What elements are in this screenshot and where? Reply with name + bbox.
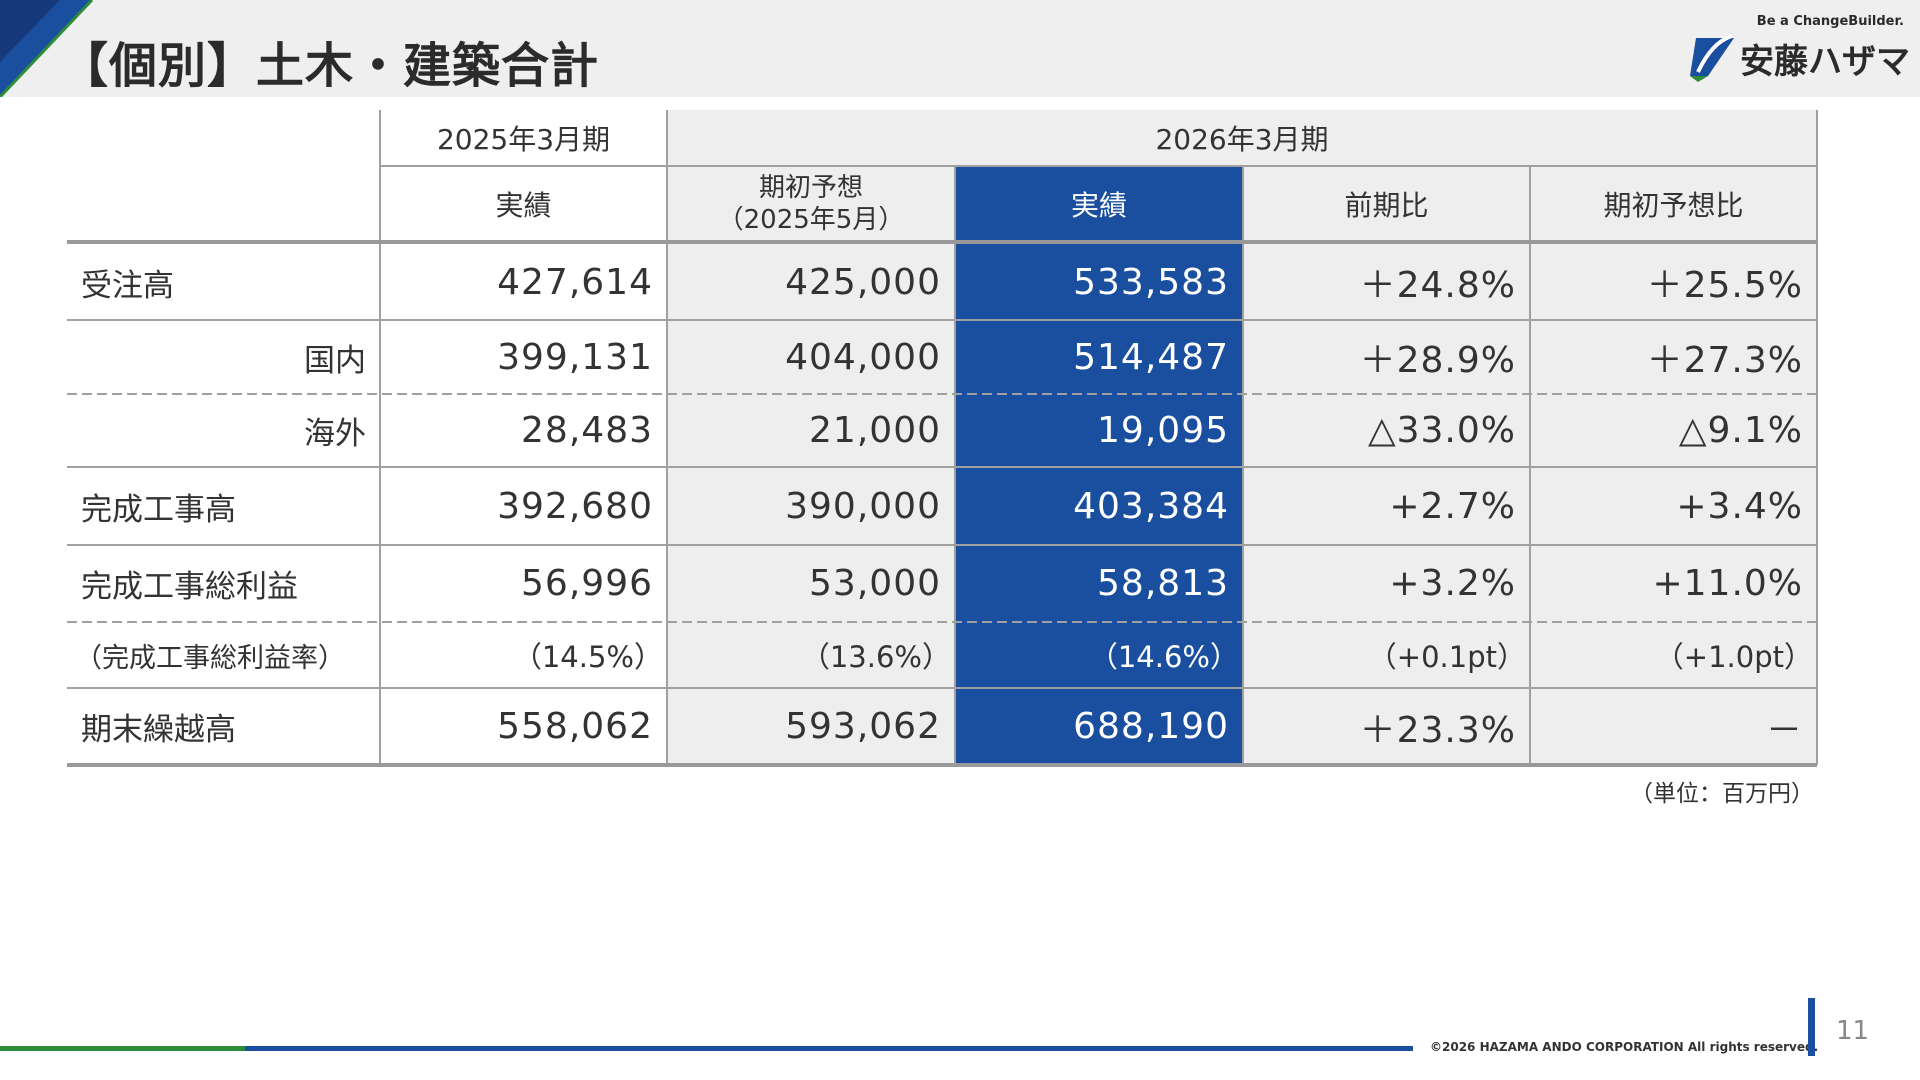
row-label-completed-works: 完成工事高 (81, 491, 236, 528)
cell-gross-margin-forecast: （13.6%） (800, 640, 951, 674)
cell-domestic-prev: 399,131 (497, 336, 653, 378)
cell-completed-works-yoy: +2.7% (1389, 485, 1516, 527)
row-label-gross-margin: （完成工事総利益率） (75, 642, 345, 674)
header-bar (0, 0, 1920, 97)
header-forecast-line2: （2025年5月） (717, 205, 905, 235)
prev-header-bg (380, 110, 667, 242)
row-label-overseas: 海外 (304, 416, 366, 452)
company-logo: Be a ChangeBuilder. 安藤ハザマ (1688, 14, 1910, 84)
cell-orders-forecast: 425,000 (785, 261, 941, 303)
cell-completed-works-actual: 403,384 (1073, 485, 1229, 527)
cell-gross-margin-yoy: （+0.1pt） (1367, 640, 1526, 674)
cell-backlog-actual: 688,190 (1073, 706, 1229, 747)
logo-mark-icon (1690, 34, 1734, 82)
copyright: ©2026 HAZAMA ANDO CORPORATION All rights… (1430, 1040, 1819, 1054)
cell-completed-works-prev: 392,680 (497, 485, 653, 527)
page-number-bar (1808, 998, 1815, 1056)
footer-line-green (0, 1046, 245, 1051)
cell-overseas-yoy: △33.0% (1367, 410, 1516, 451)
cell-overseas-vs-forecast: △9.1% (1678, 410, 1803, 451)
header-vs-forecast: 期初予想比 (1603, 189, 1744, 222)
logo-name: 安藤ハザマ (1740, 42, 1910, 82)
logo-tagline: Be a ChangeBuilder. (1756, 14, 1904, 29)
header-forecast: 期初予想 （2025年5月） (667, 166, 955, 242)
header-forecast-line1: 期初予想 (758, 173, 863, 203)
cell-domestic-forecast: 404,000 (785, 336, 941, 378)
cell-orders-vs-forecast: ＋25.5% (1646, 265, 1803, 306)
row-label-backlog: 期末繰越高 (81, 712, 236, 748)
cell-backlog-prev: 558,062 (497, 706, 653, 747)
cell-domestic-yoy: ＋28.9% (1359, 340, 1516, 381)
page-number: 11 (1836, 1016, 1870, 1046)
row-label-domestic: 国内 (304, 342, 366, 379)
highlight-column-bg (955, 166, 1243, 765)
cell-completed-works-vs-forecast: +3.4% (1676, 485, 1803, 527)
cell-backlog-forecast: 593,062 (785, 706, 941, 747)
footer-line-blue (245, 1046, 1413, 1051)
row-label-gross-profit: 完成工事総利益 (81, 569, 298, 605)
cell-backlog-yoy: ＋23.3% (1359, 709, 1516, 751)
cell-overseas-actual: 19,095 (1097, 410, 1229, 451)
cell-overseas-forecast: 21,000 (809, 410, 941, 451)
header-period-curr: 2026年3月期 (1155, 123, 1329, 156)
cell-gross-profit-forecast: 53,000 (809, 563, 941, 604)
cell-orders-yoy: ＋24.8% (1359, 265, 1516, 306)
cell-gross-margin-vs-forecast: （+1.0pt） (1654, 640, 1813, 674)
cell-overseas-prev: 28,483 (521, 410, 653, 451)
row-label-orders: 受注高 (81, 267, 174, 304)
cell-completed-works-forecast: 390,000 (785, 485, 941, 527)
cell-orders-actual: 533,583 (1073, 261, 1229, 303)
corner-accent (0, 0, 94, 97)
unit-note: （単位：百万円） (1630, 781, 1814, 807)
page-title: 【個別】土木・建築合計 (60, 38, 600, 94)
cell-domestic-actual: 514,487 (1073, 336, 1229, 378)
cell-gross-margin-prev: （14.5%） (512, 640, 663, 674)
header-curr-actual: 実績 (1070, 189, 1127, 222)
cell-gross-profit-prev: 56,996 (521, 563, 653, 604)
cell-orders-prev: 427,614 (497, 261, 653, 303)
cell-gross-profit-actual: 58,813 (1097, 563, 1229, 604)
header-prev-actual: 実績 (495, 189, 552, 222)
header-period-prev: 2025年3月期 (436, 123, 611, 156)
cell-domestic-vs-forecast: ＋27.3% (1646, 340, 1803, 381)
cell-gross-profit-vs-forecast: +11.0% (1652, 563, 1803, 604)
cell-gross-margin-actual: （14.6%） (1088, 640, 1239, 674)
cell-backlog-vs-forecast: － (1765, 709, 1803, 751)
cell-gross-profit-yoy: +3.2% (1389, 563, 1516, 604)
header-yoy: 前期比 (1344, 189, 1429, 222)
table-grid (67, 110, 1818, 767)
